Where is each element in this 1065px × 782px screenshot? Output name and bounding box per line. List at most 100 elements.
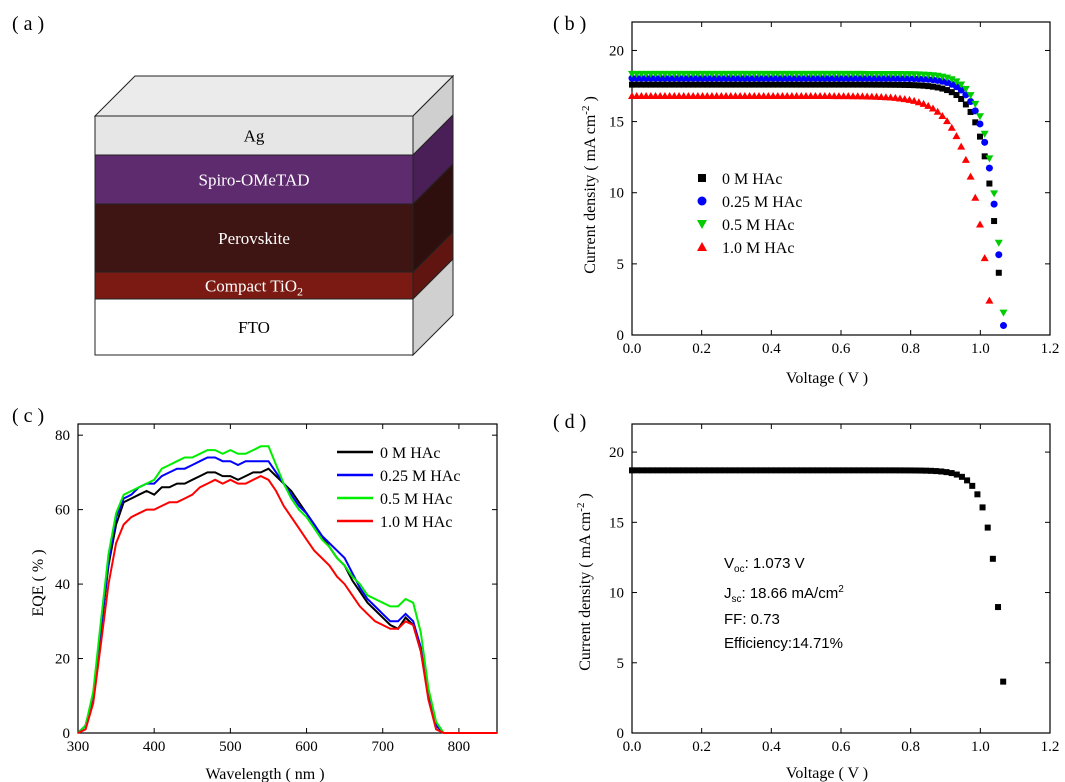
chart-d-point	[752, 467, 759, 474]
chart-b-point	[713, 81, 720, 88]
chart-c-xtick-label-0: 300	[67, 739, 90, 755]
chart-b-xtick-label-3: 0.6	[832, 341, 851, 357]
chart-d-point	[783, 467, 790, 474]
chart-d-ytick-label-0: 0	[617, 726, 625, 742]
chart-b-xtick-label-4: 0.8	[901, 341, 920, 357]
chart-b-point	[981, 138, 989, 146]
chart-b-point	[990, 190, 999, 198]
chart-b-point	[741, 81, 748, 88]
chart-b-point	[732, 81, 739, 88]
chart-d-xtick-label-2: 0.4	[762, 739, 781, 755]
diagram-layer-label-2: Perovskite	[218, 229, 290, 248]
chart-d-point	[938, 468, 945, 475]
chart-b-point	[999, 309, 1008, 317]
chart-b-xtick-label-0: 0.0	[623, 341, 642, 357]
chart-b-point	[967, 108, 974, 115]
chart-c-ytick-label-0: 0	[63, 726, 71, 742]
chart-c-ytick-label-2: 40	[55, 577, 70, 593]
chart-b-point	[994, 239, 1003, 247]
chart-d-point	[891, 467, 898, 474]
chart-d-point	[881, 467, 888, 474]
chart-b-legend-marker-2	[697, 220, 707, 229]
chart-c-series-line-2	[77, 445, 497, 734]
chart-d-point	[799, 467, 806, 474]
chart-c-legend-label-3: 1.0 M HAc	[380, 514, 452, 531]
chart-b-point	[995, 251, 1003, 259]
chart-b-point	[948, 89, 955, 96]
chart-b-ytick-label-2: 10	[609, 186, 624, 202]
chart-d-point	[763, 467, 770, 474]
chart-d-point	[871, 467, 878, 474]
chart-d-point	[696, 467, 703, 474]
panel-label-b: ( b )	[553, 13, 586, 35]
chart-d-point	[629, 467, 635, 474]
chart-b-point	[770, 81, 777, 88]
diagram-layer-2	[94, 203, 414, 273]
panel-label-d: ( d )	[553, 411, 586, 433]
chart-d-point	[726, 467, 733, 474]
chart-b-point	[967, 97, 975, 105]
chart-c-ytick-label-1: 20	[55, 652, 70, 668]
chart-b-point	[718, 81, 725, 88]
chart-d-point	[804, 467, 811, 474]
chart-b-point	[868, 81, 875, 88]
chart-b-point	[952, 132, 961, 140]
chart-b-point	[638, 81, 645, 88]
diagram-top-face	[93, 75, 455, 117]
chart-d-annotation-block: Voc: 1.073 V Jsc: 18.66 mA/cm2 FF: 0.73 …	[724, 555, 844, 652]
chart-d-point	[711, 467, 718, 474]
chart-d-point	[649, 467, 656, 474]
chart-d-point	[639, 467, 646, 474]
efficiency-annotation: Efficiency:14.71%	[724, 635, 843, 652]
chart-b-point	[985, 155, 994, 163]
chart-b-point	[961, 85, 970, 93]
chart-b-point	[986, 180, 993, 187]
chart-b-point	[802, 81, 809, 88]
chart-b-point	[633, 81, 640, 88]
chart-c-xtick-label-4: 700	[371, 739, 394, 755]
chart-d-point	[958, 473, 965, 480]
chart-d-point	[835, 467, 842, 474]
chart-d-point	[644, 467, 651, 474]
chart-b-point	[680, 81, 687, 88]
chart-b-point	[671, 81, 678, 88]
chart-c-xtick-label-1: 400	[143, 739, 166, 755]
chart-b-point	[920, 82, 927, 89]
chart-c-xtick-label-3: 600	[295, 739, 318, 755]
chart-b-point	[911, 82, 918, 89]
diagram-layer-label-0: Ag	[244, 127, 265, 146]
chart-b-point	[690, 81, 697, 88]
chart-b-point	[933, 107, 942, 115]
chart-b-xtick-label-6: 1.2	[1041, 341, 1060, 357]
chart-d-point	[964, 477, 971, 484]
chart-d-point	[680, 467, 687, 474]
chart-b-point	[676, 81, 683, 88]
chart-d-point	[974, 491, 981, 498]
chart-b-point	[947, 123, 956, 131]
chart-b-legend-marker-3	[697, 242, 707, 251]
chart-d-point	[670, 467, 677, 474]
voc-annotation: Voc: 1.073 V	[724, 555, 805, 575]
chart-b-series-0	[629, 81, 1002, 276]
chart-d-point	[850, 467, 857, 474]
chart-d-point	[793, 467, 800, 474]
chart-b-point	[652, 81, 659, 88]
chart-c-legend-label-1: 0.25 M HAc	[380, 468, 460, 485]
chart-b-point	[878, 81, 885, 88]
chart-b-point	[882, 81, 889, 88]
diagram-layer-label-1: Spiro-OMeTAD	[198, 171, 309, 190]
chart-c-ytick-label-4: 80	[55, 428, 70, 444]
chart-b-point	[873, 81, 880, 88]
chart-b-point	[952, 78, 961, 86]
chart-b-point	[995, 269, 1002, 276]
chart-b-point	[807, 81, 814, 88]
chart-d-point	[788, 467, 795, 474]
chart-b-point	[943, 117, 952, 125]
chart-d-point	[979, 504, 986, 511]
chart-d-point	[984, 524, 991, 531]
chart-d-point	[886, 467, 893, 474]
chart-d-point	[845, 467, 852, 474]
chart-d-point	[989, 555, 996, 562]
chart-d-ytick-label-2: 10	[609, 586, 624, 602]
chart-d-point	[659, 467, 666, 474]
